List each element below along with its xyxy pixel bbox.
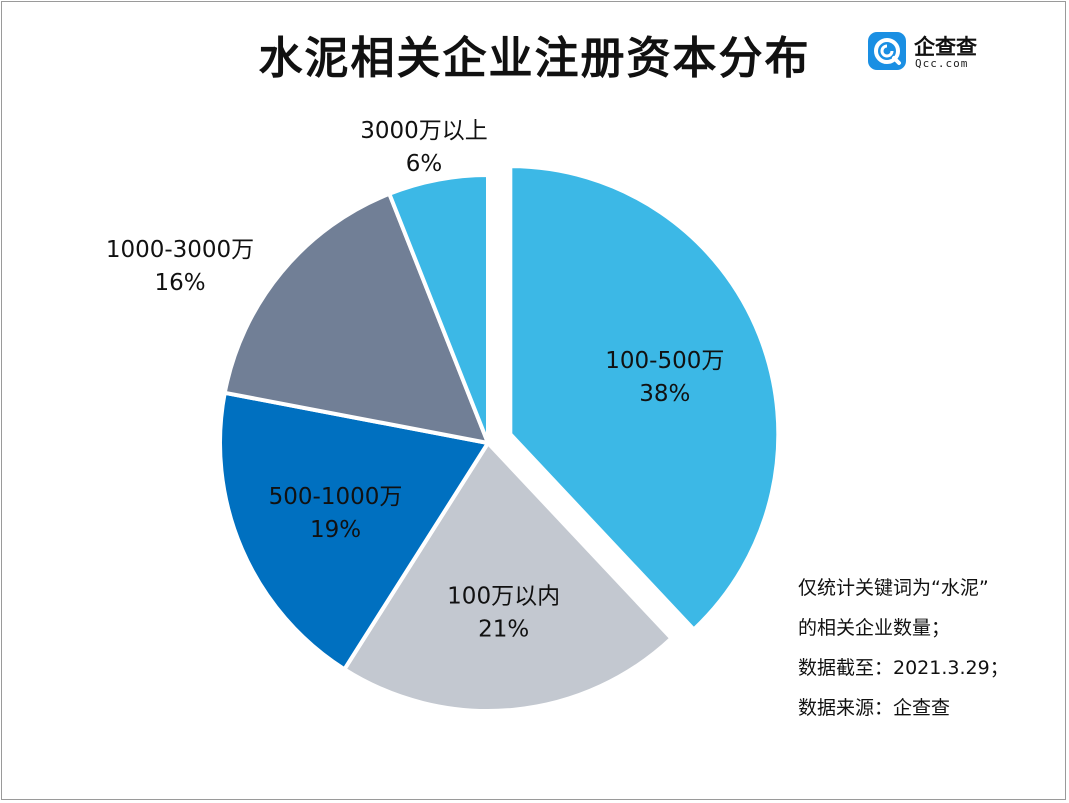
slice-category-label: 500-1000万 (269, 484, 403, 510)
pie-slice (218, 390, 490, 672)
slice-category-label: 100-500万 (605, 348, 724, 374)
slice-label: 100-500万 38% (605, 348, 724, 407)
slice-label: 1000-3000万 16% (106, 237, 254, 296)
slice-label: 3000万以上 6% (360, 118, 488, 177)
chart-title: 水泥相关企业注册资本分布 (258, 33, 811, 84)
slice-label: 500-1000万 19% (269, 484, 403, 543)
note-line: 数据来源：企查查 (798, 697, 951, 719)
pie-slice (342, 441, 674, 713)
slice-value-label: 19% (310, 517, 361, 543)
slice-label: 100万以内 21% (447, 583, 560, 642)
slice-value-label: 21% (478, 616, 529, 642)
slice-category-label: 1000-3000万 (106, 237, 254, 263)
note-line: 仅统计关键词为“水泥” (798, 577, 989, 599)
note-line: 数据截至：2021.3.29； (798, 657, 1009, 679)
pie-slice (387, 173, 490, 445)
slice-category-label: 3000万以上 (360, 118, 488, 144)
qcc-logo-icon (868, 32, 906, 70)
logo-name: 企查查 (914, 35, 977, 59)
chart-notes: 仅统计关键词为“水泥” 的相关企业数量； 数据截至：2021.3.29； 数据来… (798, 568, 1009, 728)
pie-slice (222, 191, 490, 445)
logo-domain: Qcc.com (915, 57, 969, 70)
brand-logo: 企查查 Qcc.com (868, 30, 1018, 74)
slice-category-label: 100万以内 (447, 583, 560, 609)
slice-value-label: 38% (639, 381, 690, 407)
note-line: 的相关企业数量； (798, 617, 951, 639)
slice-value-label: 6% (406, 151, 443, 177)
pie-slice (508, 164, 781, 632)
slice-value-label: 16% (154, 270, 205, 296)
